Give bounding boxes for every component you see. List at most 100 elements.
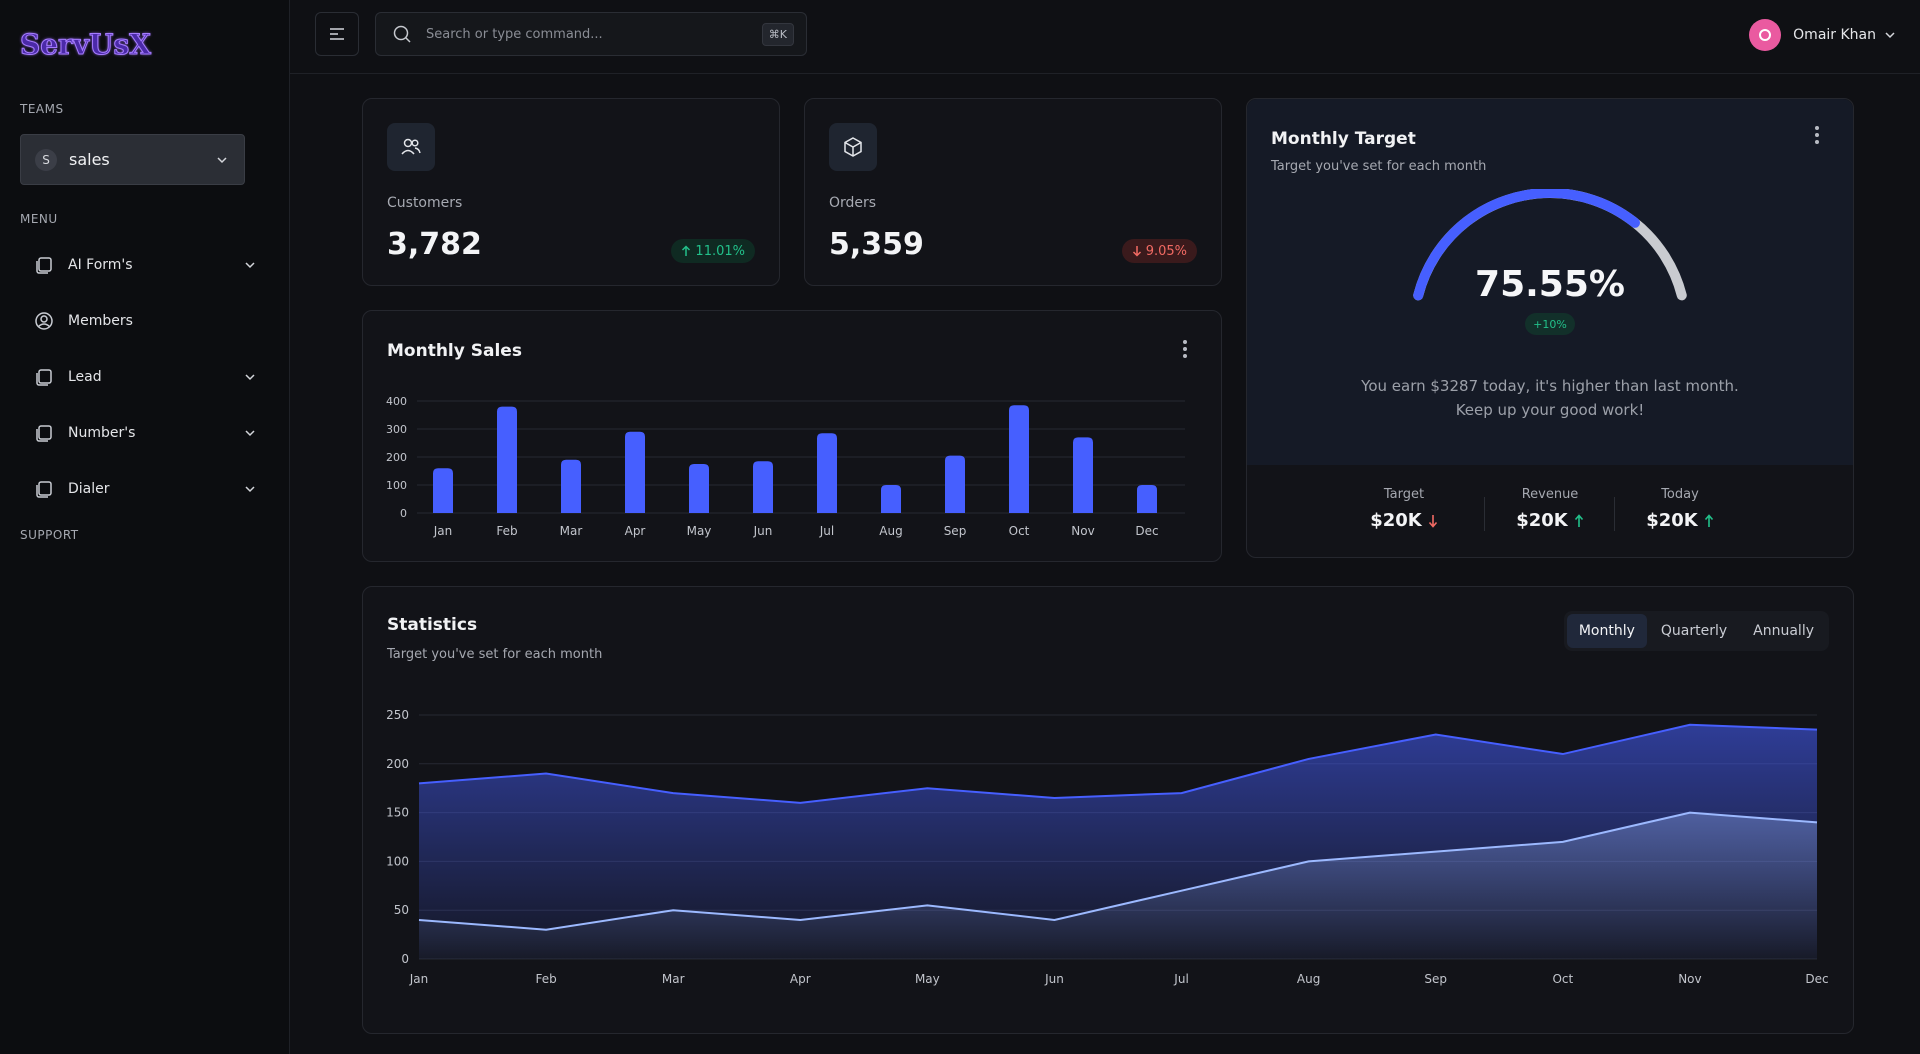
arrow-down-icon (1132, 246, 1141, 257)
metric-label: Revenue (1521, 487, 1579, 502)
metric-value: $20K (1646, 510, 1698, 531)
bar (1137, 485, 1157, 513)
series-line (418, 811, 1818, 931)
metric-revenue: Revenue $20K (1485, 487, 1615, 531)
x-tick-label: Apr (625, 524, 646, 538)
y-tick-label: 0 (401, 952, 409, 966)
card-subtitle: Target you've set for each month (1271, 159, 1487, 174)
area-fill (419, 812, 1817, 959)
menu-toggle-button[interactable] (315, 12, 359, 56)
metric-value: $20K (1516, 510, 1568, 531)
bar (433, 468, 453, 513)
y-tick-label: 200 (386, 451, 407, 464)
x-tick-label: Feb (535, 972, 556, 986)
search-placeholder: Search or type command... (426, 26, 603, 42)
chevron-down-icon (245, 374, 255, 381)
x-tick-label: Jun (753, 524, 773, 538)
topbar: Search or type command... ⌘K Omair Khan (290, 0, 1920, 74)
menu-icon (330, 28, 344, 40)
y-tick-label: 400 (386, 395, 407, 408)
sidebar-item-numbers[interactable]: Number's (34, 418, 256, 448)
stat-value: 5,359 (829, 227, 924, 262)
x-tick-label: Jul (819, 524, 834, 538)
x-tick-label: Dec (1805, 972, 1828, 986)
chevron-down-icon (245, 430, 255, 437)
bar (1073, 437, 1093, 513)
tab-annually[interactable]: Annually (1753, 623, 1814, 639)
metric-label: Target (1383, 487, 1425, 502)
x-tick-label: Nov (1071, 524, 1094, 538)
card-title: Monthly Target (1271, 129, 1416, 149)
x-tick-label: May (915, 972, 940, 986)
search-icon (393, 25, 411, 43)
team-select[interactable]: S sales (20, 134, 245, 185)
divider (1484, 497, 1485, 531)
metric-value: $20K (1370, 510, 1422, 531)
sidebar-item-label: Lead (68, 369, 102, 385)
tab-quarterly[interactable]: Quarterly (1660, 623, 1728, 639)
statistics-card: Statistics Target you've set for each mo… (362, 586, 1854, 1034)
user-circle-icon (35, 312, 53, 330)
x-tick-label: Feb (496, 524, 517, 538)
status-badge: 11.01% (671, 239, 755, 263)
avatar (1749, 19, 1782, 51)
statistics-chart: 0 50 100 150 200 250 Jan Feb Mar Apr May Jun Jul Aug S… (386, 708, 1829, 986)
customers-card: Customers 3,782 11.01% (362, 98, 780, 286)
x-tick-label: Aug (879, 524, 902, 538)
x-tick-label: Nov (1678, 972, 1701, 986)
gauge-fill (1413, 189, 1640, 301)
sidebar-item-label: Number's (68, 425, 136, 441)
chevron-down-icon (1885, 32, 1895, 39)
shortcut-badge: ⌘K (761, 22, 794, 46)
x-tick-label: Sep (1424, 972, 1447, 986)
y-tick-label: 100 (386, 854, 409, 868)
stat-label: Customers (387, 195, 463, 211)
chevron-down-icon (245, 486, 255, 493)
more-options-button[interactable] (1807, 123, 1827, 147)
target-summary (1247, 99, 1853, 465)
box-icon (829, 123, 877, 171)
search-input[interactable]: Search or type command... ⌘K (375, 12, 807, 56)
x-tick-label: May (687, 524, 712, 538)
bar (689, 464, 709, 513)
user-menu[interactable]: Omair Khan (1749, 18, 1896, 52)
copy-icon (36, 369, 52, 386)
x-tick-label: Dec (1135, 524, 1158, 538)
divider (1614, 497, 1615, 531)
x-tick-label: Oct (1009, 524, 1030, 538)
tab-monthly[interactable]: Monthly (1566, 614, 1647, 648)
badge-value: 9.05% (1145, 243, 1187, 259)
target-message: You earn $3287 today, it's higher than l… (1361, 377, 1739, 395)
x-tick-label: Jan (433, 524, 453, 538)
sidebar-item-lead[interactable]: Lead (34, 362, 256, 392)
period-tabs: Monthly Quarterly Annually (1563, 611, 1829, 651)
sidebar-item-dialer[interactable]: Dialer (34, 474, 256, 504)
orders-card: Orders 5,359 9.05% (804, 98, 1222, 286)
gauge-value: 75.55% (1475, 264, 1625, 305)
sidebar-item-members[interactable]: Members (34, 306, 256, 336)
support-label: SUPPORT (20, 528, 79, 542)
target-gauge (1413, 189, 1687, 301)
x-tick-label: Jul (1173, 972, 1188, 986)
y-tick-label: 0 (400, 507, 407, 520)
team-avatar: S (35, 148, 57, 171)
x-tick-label: Jun (1044, 972, 1064, 986)
metric-label: Today (1661, 487, 1699, 502)
copy-icon (36, 425, 52, 442)
series-line (418, 723, 1818, 804)
metric-target: Target $20K (1339, 487, 1469, 531)
users-icon (387, 123, 435, 171)
sidebar-item-label: Members (68, 313, 133, 329)
bar (753, 461, 773, 513)
status-badge: 9.05% (1121, 239, 1197, 263)
team-name: sales (69, 150, 110, 169)
x-tick-label: Sep (944, 524, 967, 538)
x-tick-label: Oct (1552, 972, 1573, 986)
bar (561, 459, 581, 513)
brand-logo[interactable]: ServUsX (20, 28, 152, 62)
bar (497, 406, 517, 513)
x-tick-label: Mar (662, 972, 685, 986)
x-tick-label: Apr (790, 972, 811, 986)
more-options-button[interactable] (1175, 337, 1195, 361)
sidebar-item-ai-forms[interactable]: AI Form's (34, 250, 256, 280)
